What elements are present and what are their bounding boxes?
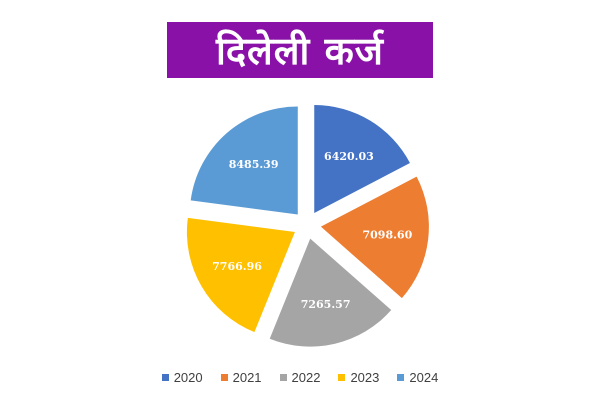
slice-label-2022: 7265.57 (301, 298, 351, 311)
slice-label-2020: 6420.03 (324, 150, 374, 163)
legend-swatch (161, 373, 169, 381)
legend-label: 2022 (291, 369, 321, 385)
legend-label: 2024 (409, 369, 439, 385)
chart-title: दिलेली कर्ज (216, 29, 384, 73)
pie-slice-2020 (314, 105, 410, 214)
legend-item-2021: 2021 (220, 369, 262, 385)
pie-slice-2023 (186, 217, 295, 333)
pie-slice-2021 (320, 176, 429, 299)
legend-label: 2023 (350, 369, 380, 385)
legend-swatch (338, 373, 346, 381)
chart-title-banner: दिलेली कर्ज (167, 22, 433, 78)
slice-label-2023: 7766.96 (212, 260, 262, 273)
legend-item-2020: 2020 (161, 369, 203, 385)
legend-item-2024: 2024 (397, 370, 438, 385)
legend-swatch (220, 373, 228, 381)
slice-label-2024: 8485.39 (229, 158, 279, 171)
legend-swatch (397, 373, 405, 381)
pie-slice-2022 (269, 238, 392, 347)
legend-swatch (279, 373, 287, 381)
legend: 2020 2021 2022 2023 2024 (0, 366, 600, 388)
pie-slice-2024 (190, 106, 298, 215)
legend-label: 2021 (232, 369, 262, 385)
legend-label: 2020 (173, 369, 203, 385)
legend-item-2022: 2022 (279, 369, 321, 385)
legend-item-2023: 2023 (338, 370, 379, 385)
slice-label-2021: 7098.60 (362, 229, 412, 242)
